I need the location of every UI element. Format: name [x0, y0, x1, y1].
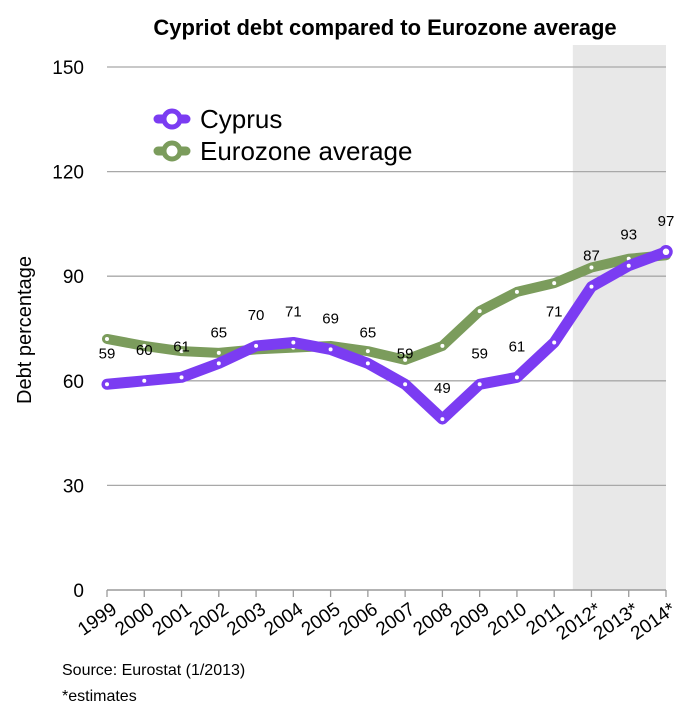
legend-marker-eurozone — [161, 140, 183, 162]
x-tick-labels: 1999200020012002200320042005200620072008… — [74, 599, 680, 645]
point-eurozone-average — [365, 349, 370, 354]
point-eurozone-average — [403, 357, 408, 362]
data-label: 93 — [620, 227, 637, 244]
point-cyprus — [179, 375, 184, 380]
point-cyprus — [328, 347, 333, 352]
point-cyprus — [254, 343, 259, 348]
point-cyprus — [552, 340, 557, 345]
point-eurozone-average — [105, 336, 109, 341]
estimates-shading — [572, 45, 666, 590]
data-labels: 59 60 61 65 70 71 69 65 59 49 59 61 71 87 93 97 — [99, 213, 675, 397]
legend: Cyprus Eurozone average — [153, 104, 412, 166]
y-tick-label: 60 — [63, 372, 84, 393]
legend-label-cyprus: Cyprus — [200, 104, 282, 134]
x-tick-label: 1999 — [74, 599, 121, 640]
x-tick-label: 2002 — [186, 599, 233, 640]
y-tick-label: 30 — [63, 476, 84, 497]
x-tick-label: 2009 — [447, 599, 494, 640]
x-tick-label: 2001 — [149, 599, 196, 640]
point-cyprus — [589, 284, 594, 289]
point-eurozone-average — [216, 350, 221, 355]
x-tick-label: 2010 — [484, 599, 531, 640]
point-cyprus — [365, 361, 370, 366]
point-cyprus — [659, 245, 673, 259]
data-label: 60 — [136, 342, 153, 359]
point-cyprus — [291, 340, 296, 345]
point-eurozone-average — [589, 265, 594, 270]
data-label: 97 — [658, 213, 675, 230]
x-tick-label: 2000 — [111, 599, 158, 640]
x-tick-label: 2006 — [335, 599, 382, 640]
series-line-cyprus — [101, 246, 672, 425]
data-label: 61 — [173, 338, 190, 355]
data-label: 70 — [248, 307, 265, 324]
data-label: 61 — [509, 338, 526, 355]
y-tick-labels: 0 30 60 90 120 150 — [52, 58, 84, 602]
x-tick-label: 2008 — [410, 599, 457, 640]
series-line-eurozone-average — [102, 250, 671, 365]
chart-title: Cypriot debt compared to Eurozone averag… — [153, 15, 616, 40]
point-cyprus — [403, 382, 408, 387]
point-cyprus — [514, 375, 519, 380]
data-label: 87 — [583, 248, 600, 265]
x-tick-label: 2003 — [223, 599, 270, 640]
point-cyprus — [477, 382, 482, 387]
y-tick-label: 90 — [63, 267, 84, 288]
data-label: 49 — [434, 380, 451, 397]
point-eurozone-average — [440, 343, 445, 348]
data-label: 65 — [210, 324, 227, 341]
point-eurozone-average — [142, 343, 147, 348]
data-label: 59 — [99, 345, 116, 362]
data-label: 59 — [397, 345, 414, 362]
gridlines — [107, 66, 666, 487]
y-tick-label: 150 — [52, 58, 84, 79]
point-eurozone-average — [179, 349, 184, 354]
source-note: Source: Eurostat (1/2013) — [62, 662, 245, 679]
x-axis-ticks — [106, 590, 667, 597]
data-label: 59 — [471, 345, 488, 362]
point-eurozone-average — [514, 289, 519, 294]
series-lines — [101, 245, 673, 425]
point-cyprus — [440, 417, 445, 422]
point-cyprus — [105, 382, 109, 387]
point-eurozone-average — [552, 281, 557, 286]
y-axis-label: Debt percentage — [14, 256, 36, 404]
point-eurozone-average — [477, 309, 482, 314]
data-label: 71 — [285, 303, 302, 320]
point-cyprus — [216, 361, 221, 366]
point-cyprus — [626, 263, 631, 268]
y-tick-label: 0 — [73, 581, 84, 602]
x-tick-label: 2007 — [372, 599, 419, 640]
estimates-note: *estimates — [62, 688, 137, 705]
point-cyprus — [142, 378, 147, 383]
x-tick-label: 2004 — [261, 599, 308, 641]
x-tick-label: 2005 — [298, 599, 345, 640]
data-label: 71 — [546, 303, 563, 320]
y-tick-label: 120 — [52, 163, 84, 184]
legend-label-eurozone: Eurozone average — [200, 136, 412, 166]
data-label: 65 — [360, 324, 377, 341]
legend-marker-cyprus — [161, 108, 183, 130]
data-label: 69 — [322, 310, 339, 327]
